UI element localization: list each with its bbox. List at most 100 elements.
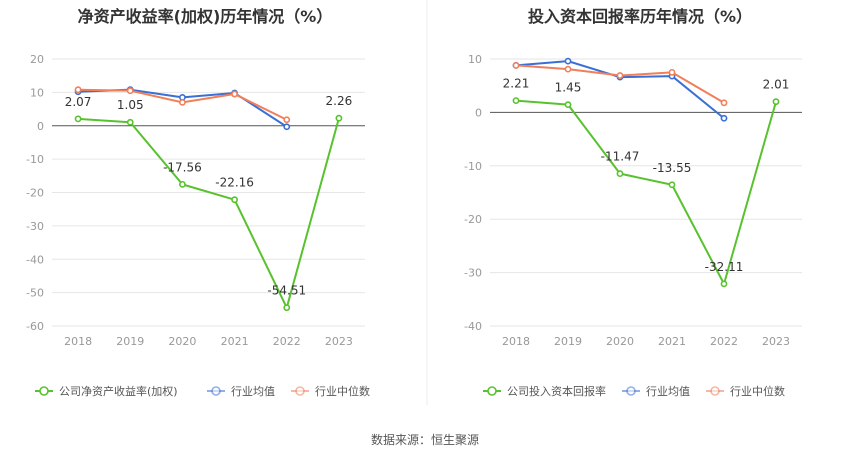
y-tick-label: 10: [468, 53, 482, 66]
chart-title: 投入资本回报率历年情况（%）: [528, 7, 752, 26]
data-point: [616, 170, 624, 178]
legend-item-company: 公司净资产收益率(加权): [35, 384, 178, 398]
data-point: [720, 280, 728, 288]
x-tick-label: 2020: [606, 335, 634, 348]
series-industry_median: [512, 62, 728, 107]
chart-title: 净资产收益率(加权)历年情况（%）: [78, 7, 333, 26]
data-point: [668, 68, 676, 76]
legend-label: 行业均值: [231, 385, 275, 398]
x-tick-label: 2019: [116, 335, 144, 348]
data-point: [720, 99, 728, 107]
x-tick-label: 2022: [710, 335, 738, 348]
y-tick-label: -20: [464, 213, 482, 226]
legend-swatch-marker: [39, 386, 49, 396]
data-point: [564, 57, 572, 65]
data-point: [74, 86, 82, 94]
y-tick-label: 0: [475, 106, 482, 119]
data-label: 2.26: [326, 94, 353, 108]
legend-item-company: 公司投入资本回报率: [483, 384, 606, 398]
legend-label: 公司投入资本回报率: [507, 384, 606, 398]
data-label: -17.56: [163, 160, 202, 174]
x-tick-label: 2022: [273, 335, 301, 348]
legend-swatch-marker: [710, 386, 720, 396]
legend-label: 行业均值: [646, 385, 690, 398]
data-label: 2.07: [65, 95, 92, 109]
data-point: [564, 65, 572, 73]
legend-swatch-marker: [211, 386, 221, 396]
x-tick-label: 2018: [502, 335, 530, 348]
x-tick-label: 2021: [221, 335, 249, 348]
x-tick-label: 2020: [168, 335, 196, 348]
data-point: [283, 116, 291, 124]
data-point: [512, 97, 520, 104]
data-point: [74, 115, 82, 123]
x-tick-label: 2019: [554, 335, 582, 348]
data-label: -54.51: [267, 284, 306, 298]
data-point: [126, 118, 134, 126]
data-point: [720, 114, 728, 122]
legend-item-industry_avg: 行业均值: [622, 385, 690, 398]
legend-swatch-marker: [487, 386, 497, 396]
y-tick-label: 0: [37, 120, 44, 133]
series-industry_avg: [74, 86, 291, 131]
data-point: [616, 72, 624, 79]
legend-swatch-marker: [295, 386, 305, 396]
y-tick-label: -40: [26, 253, 44, 266]
y-tick-label: -30: [464, 267, 482, 280]
data-point: [179, 98, 186, 106]
y-tick-label: -40: [464, 320, 482, 333]
chart-1: 净资产收益率(加权)历年情况（%） 20 10 0 -10 -20 -30 -40 -50 -60…: [26, 7, 370, 398]
x-tick-label: 2021: [658, 335, 686, 348]
y-tick-label: -50: [26, 287, 44, 300]
series-company: 2.21 1.45 -11.47 -13.55 -32.11 2.01: [503, 77, 790, 288]
x-tick-label: 2023: [325, 335, 353, 348]
data-point: [231, 196, 238, 204]
data-label: -13.55: [653, 161, 692, 175]
legend-label: 行业中位数: [315, 384, 370, 398]
data-label: -11.47: [601, 150, 640, 164]
y-tick-label: -10: [26, 153, 44, 166]
series-industry_median: [74, 86, 291, 124]
y-tick-label: -30: [26, 220, 44, 233]
legend-item-industry_avg: 行业均值: [207, 385, 275, 398]
data-point: [283, 304, 291, 312]
y-tick-label: 10: [30, 86, 44, 99]
data-label: -32.11: [705, 260, 744, 274]
data-source-value: 恒生聚源: [431, 433, 480, 447]
y-tick-label: 20: [30, 53, 44, 66]
data-label: -22.16: [215, 176, 254, 190]
legend-swatch-marker: [626, 386, 636, 396]
series-line: [515, 64, 725, 104]
data-label: 1.05: [117, 98, 144, 112]
legend: 公司投入资本回报率 行业均值 行业中位数: [483, 384, 785, 398]
data-source: 数据来源：恒生聚源: [0, 431, 850, 448]
data-point: [283, 123, 291, 131]
data-point: [231, 90, 238, 98]
data-point: [179, 180, 186, 188]
data-point: [126, 87, 134, 95]
data-point: [335, 114, 343, 122]
legend-label: 行业中位数: [730, 384, 785, 398]
series-line: [78, 117, 340, 309]
data-label: 2.01: [763, 78, 790, 92]
data-point: [512, 62, 520, 69]
series-line: [515, 99, 777, 285]
data-point: [668, 181, 676, 189]
data-source-label: 数据来源：: [370, 433, 431, 447]
y-tick-label: -60: [26, 320, 44, 333]
legend-item-industry_median: 行业中位数: [291, 384, 370, 398]
series-company: 2.07 1.05 -17.56 -22.16 -54.51 2.26: [65, 94, 353, 312]
y-tick-label: -10: [464, 160, 482, 173]
data-label: 2.21: [503, 77, 530, 91]
legend-item-industry_median: 行业中位数: [706, 384, 785, 398]
data-point: [772, 98, 780, 106]
data-label: 1.45: [555, 81, 582, 95]
x-tick-label: 2023: [762, 335, 790, 348]
chart-2: 投入资本回报率历年情况（%） 10 0 -10 -20 -30 -40 2018 2019 202…: [464, 7, 802, 398]
data-point: [564, 101, 572, 109]
x-tick-label: 2018: [64, 335, 92, 348]
series-line: [515, 60, 725, 120]
y-tick-label: -20: [26, 187, 44, 200]
legend: 公司净资产收益率(加权) 行业均值 行业中位数: [35, 384, 370, 398]
